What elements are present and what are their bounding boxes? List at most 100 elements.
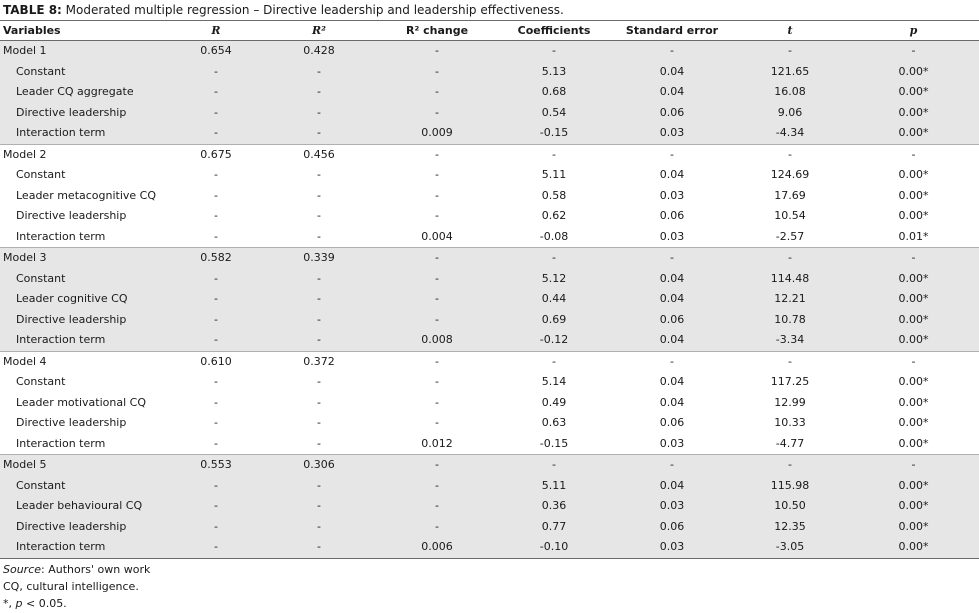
coefficient-cell: 0.62 bbox=[541, 209, 567, 222]
r-squared-change-cell: - bbox=[378, 40, 496, 62]
t-value-cell: 10.33 bbox=[774, 416, 806, 429]
t-value-cell: -4.77 bbox=[775, 436, 805, 450]
standard-error-cell: 0.06 bbox=[659, 209, 685, 222]
model-header-row: Model 4 0.610 0.372- - - - - bbox=[0, 350, 979, 372]
variable-cell: Directive leadership bbox=[0, 102, 172, 123]
variable-cell: Directive leadership bbox=[0, 516, 172, 537]
model-header-row: Model 5 0.553 0.306- - - - - bbox=[0, 454, 979, 476]
t-value-cell: 9.06 bbox=[732, 102, 848, 123]
table-row: Directive leadership - - - 0.63 0.06 10.33 0.00… bbox=[0, 413, 979, 434]
r-squared-cell: - bbox=[317, 168, 321, 181]
variable-cell: Model 5 bbox=[0, 454, 172, 476]
r-squared-cell: - bbox=[317, 188, 321, 202]
r-cell: - bbox=[172, 309, 260, 330]
coefficient-cell: 5.12 bbox=[496, 268, 612, 289]
r-squared-change-cell: - bbox=[378, 268, 496, 289]
t-value-cell: 12.35 bbox=[732, 516, 848, 537]
table-row: Constant - - -5.11 0.04 115.98 0.00* bbox=[0, 475, 979, 496]
r-squared-change-cell: - bbox=[378, 350, 496, 372]
r-squared-change-cell: - bbox=[378, 143, 496, 165]
r-squared-change-cell: - bbox=[435, 395, 439, 409]
t-value-cell: 16.08 bbox=[732, 82, 848, 103]
p-value-cell: 0.00* bbox=[898, 416, 929, 429]
p-value-cell: - bbox=[848, 143, 979, 165]
variable-cell: Constant bbox=[0, 475, 172, 496]
t-value-cell: 10.54 bbox=[774, 209, 806, 222]
table-row: Leader metacognitive CQ - - - 0.58 0.03 17.69 0… bbox=[0, 186, 979, 207]
coefficient-cell: -0.15 bbox=[496, 123, 612, 144]
variable-cell: Interaction term bbox=[16, 436, 106, 450]
t-value-cell: 12.99 bbox=[774, 395, 806, 409]
t-value-cell: 114.48 bbox=[732, 268, 848, 289]
table-row: Constant - - - 5.14 0.04 117.25 0.00* bbox=[0, 372, 979, 393]
t-value-cell: 117.25 bbox=[770, 375, 810, 388]
r-squared-cell: - bbox=[260, 268, 378, 289]
coefficient-cell: 0.77 bbox=[496, 516, 612, 537]
standard-error-cell: - bbox=[612, 40, 732, 62]
coefficient-cell: 5.11 bbox=[541, 168, 567, 181]
standard-error-cell: 0.04 bbox=[612, 289, 732, 310]
r-cell: - bbox=[214, 375, 218, 388]
table-row: Directive leadership - - -0.77 0.06 12.35 0.00… bbox=[0, 516, 979, 537]
r-cell: - bbox=[172, 516, 260, 537]
significance-note: *, p < 0.05. bbox=[3, 597, 67, 610]
r-cell: - bbox=[214, 188, 218, 202]
t-value-cell: - bbox=[732, 350, 848, 372]
t-value-cell: 12.21 bbox=[732, 289, 848, 310]
table-row: Interaction term - -0.008 -0.12 0.04 -3.34 0.0… bbox=[0, 330, 979, 351]
source-note: Source: Authors' own work bbox=[3, 563, 151, 576]
r-squared-cell: - bbox=[317, 375, 321, 388]
t-value-cell: - bbox=[732, 40, 848, 62]
r-squared-cell: - bbox=[260, 123, 378, 144]
standard-error-cell: 0.06 bbox=[612, 309, 732, 330]
coefficient-cell: - bbox=[496, 454, 612, 476]
coefficient-cell: -0.10 bbox=[496, 537, 612, 559]
r-squared-cell: - bbox=[260, 537, 378, 559]
r-squared-change-cell: - bbox=[378, 82, 496, 103]
table-header: Variables R R² R² change Coefficients St… bbox=[0, 20, 979, 41]
standard-error-cell: 0.03 bbox=[612, 537, 732, 559]
t-value-cell: 10.50 bbox=[732, 496, 848, 517]
standard-error-cell: 0.03 bbox=[659, 436, 685, 450]
table-row: Directive leadership - - -0.54 0.06 9.06 0.00* bbox=[0, 102, 979, 123]
variable-cell: Model 3 bbox=[0, 247, 172, 269]
table-row: Directive leadership - - - 0.62 0.06 10.54 0.00… bbox=[0, 206, 979, 227]
table-row: Leader CQ aggregate - - -0.68 0.04 16.08 0.00* bbox=[0, 82, 979, 103]
t-value-cell: 10.78 bbox=[732, 309, 848, 330]
p-value-cell: 0.00* bbox=[898, 436, 929, 450]
variable-cell: Leader CQ aggregate bbox=[0, 82, 172, 103]
r-cell: - bbox=[214, 436, 218, 450]
coefficient-cell: - bbox=[496, 350, 612, 372]
standard-error-cell: 0.03 bbox=[612, 123, 732, 144]
r-cell: 0.553 bbox=[172, 454, 260, 476]
r-squared-cell: - bbox=[260, 475, 378, 496]
r-squared-cell: - bbox=[260, 496, 378, 517]
r-squared-change-cell: - bbox=[378, 454, 496, 476]
r-squared-cell: - bbox=[260, 102, 378, 123]
p-value-cell: 0.00* bbox=[848, 496, 979, 517]
variable-cell: Directive leadership bbox=[0, 309, 172, 330]
r-cell: - bbox=[214, 168, 218, 181]
t-value-cell: 115.98 bbox=[732, 475, 848, 496]
table-row: Interaction term - - 0.012 -0.15 0.03 -4.77 0.0… bbox=[0, 434, 979, 455]
coefficient-cell: 0.63 bbox=[541, 416, 567, 429]
r-squared-cell: - bbox=[317, 395, 321, 409]
r-cell: - bbox=[214, 229, 218, 243]
coefficient-cell: 0.49 bbox=[541, 395, 567, 409]
p-value-cell: 0.00* bbox=[848, 309, 979, 330]
r-squared-cell: 0.339 bbox=[260, 247, 378, 269]
standard-error-cell: 0.04 bbox=[612, 61, 732, 82]
coefficient-cell: -0.08 bbox=[539, 229, 569, 243]
coefficient-cell: - bbox=[496, 143, 612, 165]
table-row: Leader cognitive CQ - - -0.44 0.04 12.21 0.00* bbox=[0, 289, 979, 310]
coefficient-cell: - bbox=[496, 40, 612, 62]
p-value-cell: 0.00* bbox=[848, 330, 979, 351]
p-value-cell: 0.01* bbox=[898, 229, 929, 243]
coefficient-cell: 0.58 bbox=[541, 188, 567, 202]
variable-cell: Constant bbox=[16, 168, 66, 181]
variable-cell: Leader motivational CQ bbox=[16, 395, 146, 409]
variable-cell: Constant bbox=[16, 375, 66, 388]
t-value-cell: - bbox=[732, 247, 848, 269]
r-squared-cell: - bbox=[260, 61, 378, 82]
variable-cell: Model 1 bbox=[0, 40, 172, 62]
